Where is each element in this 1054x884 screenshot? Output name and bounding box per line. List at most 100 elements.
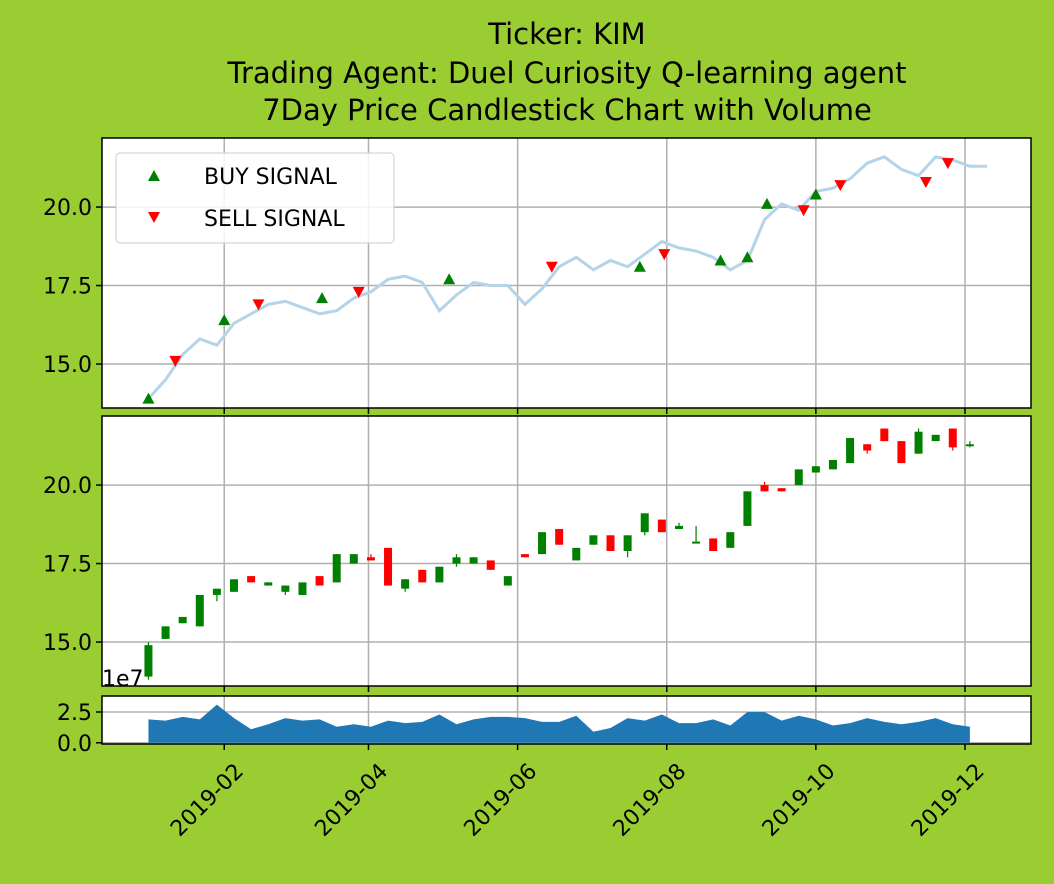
- candle-body: [726, 532, 735, 548]
- title-line-1: Ticker: KIM: [487, 17, 645, 51]
- candle-body: [384, 547, 393, 586]
- buy-signal-marker: [633, 260, 646, 272]
- price-panel-frame: [101, 137, 1032, 409]
- sell-signal-marker: [252, 299, 265, 311]
- candle-body: [692, 541, 701, 544]
- candle-body: [572, 547, 581, 561]
- volume-panel-frame: [101, 695, 1032, 745]
- x-tick-label: 2019-04: [310, 759, 393, 842]
- sell-signal-marker: [169, 355, 182, 367]
- candle-body: [247, 576, 256, 583]
- sell-signal-marker: [352, 286, 365, 298]
- candle-body: [264, 582, 273, 586]
- candle-body: [760, 485, 769, 492]
- legend-sell-marker: [148, 212, 160, 223]
- chart-title: Ticker: KIM Trading Agent: Duel Curiosit…: [227, 17, 907, 127]
- candle-body: [230, 579, 239, 592]
- candle-body: [349, 554, 358, 564]
- buy-signal-marker: [142, 392, 155, 404]
- candle-body: [366, 557, 375, 561]
- buy-signal-marker: [714, 254, 727, 266]
- volume-offset-label: 1e7: [102, 667, 144, 692]
- candle-body: [709, 538, 718, 551]
- buy-signal-marker: [809, 188, 822, 200]
- title-line-2: Trading Agent: Duel Curiosity Q-learning…: [227, 56, 907, 90]
- sell-signal-marker: [834, 180, 847, 192]
- candle-body: [555, 529, 564, 545]
- volume-panel: 0.02.5 1e7: [57, 667, 1032, 757]
- buy-signal-marker: [316, 292, 329, 304]
- candle-body: [469, 557, 478, 564]
- candle-body: [212, 588, 221, 595]
- x-tick-label: 2019-12: [907, 759, 990, 842]
- candle-panel-background: [102, 416, 1031, 686]
- y-tick-label: 0.0: [57, 732, 92, 757]
- candle-body: [298, 582, 307, 595]
- candle-body: [178, 616, 187, 624]
- candle-body: [401, 579, 410, 589]
- volume-panel-plot: [148, 704, 970, 743]
- buy-signal-marker: [741, 251, 754, 263]
- sell-signal-marker: [658, 249, 671, 261]
- volume-area: [148, 704, 970, 743]
- legend-buy-marker: [148, 170, 160, 181]
- y-tick-label: 15.0: [43, 631, 92, 656]
- candlestick-panel: 15.0 17.5 20.0: [43, 415, 1032, 692]
- x-tick-label: 2019-08: [609, 759, 692, 842]
- candle-body: [948, 428, 957, 448]
- sell-signal-marker: [941, 158, 954, 170]
- price-line: [147, 155, 987, 400]
- candle-body: [520, 554, 529, 558]
- candle-body: [623, 535, 632, 551]
- candle-body: [281, 585, 290, 592]
- legend-buy-label: BUY SIGNAL: [204, 165, 338, 190]
- candle-body: [606, 535, 615, 551]
- candle-panel-grid: [102, 416, 1031, 692]
- candle-body: [743, 491, 752, 526]
- candle-body: [914, 431, 923, 454]
- y-tick-label: 17.5: [43, 275, 92, 300]
- candle-body: [195, 594, 204, 627]
- buy-signal-marker: [218, 314, 231, 326]
- price-panel-plot: [142, 155, 987, 404]
- candle-body: [965, 444, 974, 447]
- x-tick-label: 2019-10: [758, 759, 841, 842]
- y-tick-label: 20.0: [43, 196, 92, 221]
- candle-body: [657, 519, 666, 533]
- candle-body: [931, 434, 940, 442]
- x-tick-label: 2019-06: [460, 759, 543, 842]
- sell-signal-marker: [545, 261, 558, 273]
- candle-panel-y-ticks: 15.0 17.5 20.0: [43, 474, 102, 656]
- candle-body: [452, 557, 461, 564]
- price-signal-panel: 15.0 17.5 20.0 BUY SIGNAL SELL SIGNAL: [43, 137, 1032, 414]
- buy-signal-marker: [443, 273, 456, 285]
- candle-body: [315, 576, 324, 586]
- buy-signal-marker: [760, 197, 773, 209]
- volume-panel-y-ticks: 0.02.5: [57, 701, 102, 757]
- candle-body: [144, 645, 153, 677]
- candle-body: [418, 569, 427, 583]
- legend: BUY SIGNAL SELL SIGNAL: [115, 152, 395, 244]
- candle-panel-frame: [101, 415, 1032, 687]
- legend-box: [115, 152, 395, 244]
- candle-body: [777, 488, 786, 492]
- candle-body: [435, 566, 444, 583]
- y-tick-label: 2.5: [57, 701, 92, 726]
- legend-sell-label: SELL SIGNAL: [204, 207, 345, 232]
- candle-body: [486, 560, 495, 570]
- candle-body: [589, 535, 598, 545]
- candle-body: [503, 576, 512, 586]
- y-tick-label: 17.5: [43, 553, 92, 578]
- candle-body: [897, 441, 906, 464]
- title-line-3: 7Day Price Candlestick Chart with Volume: [262, 93, 872, 127]
- sell-signal-marker: [919, 176, 932, 188]
- sell-signal-marker: [797, 205, 810, 217]
- y-tick-label: 15.0: [43, 353, 92, 378]
- candle-body: [863, 444, 872, 451]
- candle-body: [828, 459, 837, 470]
- x-tick-label: 2019-02: [166, 759, 249, 842]
- candle-panel-plot: [144, 428, 974, 680]
- candle-body: [538, 532, 547, 555]
- candle-body: [880, 428, 889, 442]
- candle-body: [640, 513, 649, 533]
